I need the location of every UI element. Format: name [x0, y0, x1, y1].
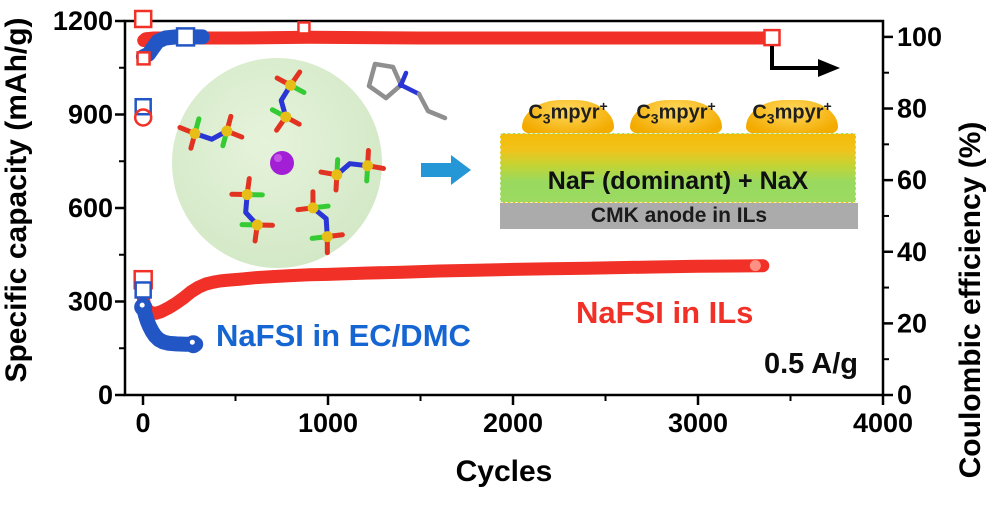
tick-label: 900 — [68, 100, 113, 130]
tick-label: 100 — [897, 22, 942, 52]
tick-label: 1000 — [298, 408, 358, 438]
tick-label: 4000 — [853, 408, 913, 438]
marker-red-first-cycle-ce-high — [133, 9, 153, 29]
tick-label: 60 — [897, 165, 927, 195]
cation-blob: C3mpyr+ — [522, 98, 614, 134]
y-left-axis-title: Specific capacity (mAh/g) — [0, 17, 33, 383]
tick-label: 0 — [897, 380, 912, 410]
sei-layer: NaF (dominant) + NaX — [500, 133, 856, 203]
marker-glint — [139, 302, 145, 308]
marker-blue-first-cycle-capacity — [134, 281, 152, 299]
annotation-nafsi-ecdmc: NaFSI in EC/DMC — [216, 318, 471, 353]
tick-label: 20 — [897, 308, 927, 338]
cation-blob: C3mpyr+ — [746, 98, 838, 134]
cation-label: C3mpyr+ — [636, 98, 716, 127]
cation-blob: C3mpyr+ — [630, 98, 722, 134]
tick-label: 80 — [897, 94, 927, 124]
tick-label: 3000 — [668, 408, 728, 438]
sei-schematic: C3mpyr+ C3mpyr+ C3mpyr+ NaF (dominant) +… — [500, 98, 858, 229]
annotation-current-rate: 0.5 A/g — [764, 348, 859, 380]
cation-label: C3mpyr+ — [528, 98, 608, 127]
cation-label: C3mpyr+ — [752, 98, 832, 127]
solvation-shell-inset — [172, 58, 382, 268]
series-nafsi-in-ec-dmc-capacity — [135, 299, 204, 352]
y-right-axis-title: Coulombic efficiency (%) — [954, 121, 987, 479]
series-nafsi-in-ils-coulombic-efficiency — [137, 30, 779, 47]
annotation-nafsi-ils: NaFSI in ILs — [576, 295, 754, 330]
tick-label: 1200 — [53, 6, 113, 36]
x-axis-title: Cycles — [455, 455, 553, 488]
tick-label: 600 — [68, 193, 113, 223]
tick-label: 0 — [98, 380, 113, 410]
anode-layer: CMK anode in ILs — [500, 203, 858, 229]
marker-red-first-cycle-ce-low — [133, 108, 153, 127]
marker-red-early-ce — [136, 51, 151, 66]
tick-label: 2000 — [483, 408, 543, 438]
sei-layer-label: NaF (dominant) + NaX — [547, 167, 809, 195]
tick-label: 0 — [135, 408, 150, 438]
marker-glint — [189, 339, 195, 345]
tick-label: 40 — [897, 237, 927, 267]
marker-blue-ce-band-marker — [175, 27, 196, 47]
series-nafsi-in-ils-capacity — [136, 259, 770, 320]
marker-red-ce-spike — [297, 21, 311, 35]
marker-red-capacity-end-highlight — [749, 260, 761, 272]
anode-layer-label: CMK anode in ILs — [590, 204, 768, 227]
tick-label: 300 — [68, 287, 113, 317]
marker-red-ce-end-marker — [763, 28, 781, 47]
